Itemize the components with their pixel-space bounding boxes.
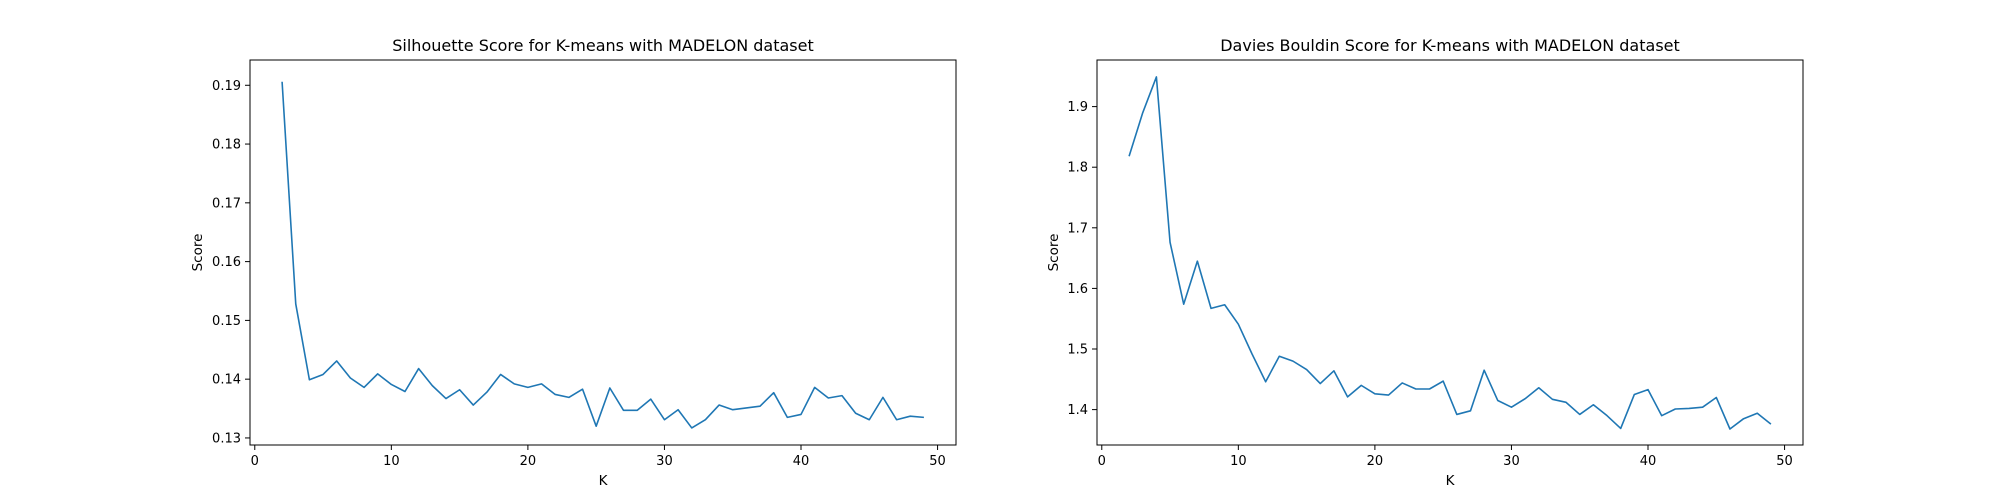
y-tick-label: 0.14: [212, 373, 241, 388]
x-axis-label: K: [599, 473, 609, 489]
x-tick-label: 30: [656, 454, 673, 469]
plot-frame: [1096, 59, 1804, 446]
x-tick-label: 40: [1640, 454, 1657, 469]
y-tick-label: 0.16: [212, 255, 241, 270]
y-tick-label: 0.13: [212, 431, 241, 446]
x-tick-label: 10: [383, 454, 400, 469]
x-tick-label: 20: [520, 454, 537, 469]
y-tick-label: 1.8: [1067, 161, 1088, 176]
y-tick-label: 1.7: [1067, 221, 1088, 236]
davies-bouldin-chart: Davies Bouldin Score for K-means with MA…: [1046, 36, 1804, 489]
x-tick-label: 50: [929, 454, 946, 469]
silhouette-chart: Silhouette Score for K-means with MADELO…: [190, 36, 957, 489]
x-tick-label: 0: [251, 454, 259, 469]
y-tick-label: 1.5: [1067, 343, 1088, 358]
x-tick-label: 50: [1776, 454, 1793, 469]
y-axis-label: Score: [190, 234, 206, 272]
x-axis-label: K: [1446, 473, 1456, 489]
x-tick-label: 20: [1367, 454, 1384, 469]
y-tick-label: 1.9: [1067, 100, 1088, 115]
y-tick-label: 0.17: [212, 196, 241, 211]
series-line: [1128, 76, 1772, 430]
y-tick-label: 1.6: [1067, 282, 1088, 297]
chart-title: Silhouette Score for K-means with MADELO…: [392, 36, 814, 55]
tick-layer: 0 10 20 30 40 50 1.4 1.5 1.6 1.7 1.8 1.9: [1067, 100, 1793, 469]
x-tick-label: 30: [1503, 454, 1520, 469]
x-tick-label: 40: [793, 454, 810, 469]
y-tick-label: 0.15: [212, 314, 241, 329]
y-tick-label: 1.4: [1067, 403, 1088, 418]
y-axis-label: Score: [1046, 234, 1062, 272]
series-layer: [1128, 76, 1772, 430]
y-tick-label: 0.19: [212, 79, 241, 94]
y-tick-label: 0.18: [212, 138, 241, 153]
x-tick-label: 10: [1230, 454, 1247, 469]
tick-layer: 0 10 20 30 40 50 0.13 0.14 0.15 0.16 0.17 0.18 0.19: [212, 79, 946, 469]
series-layer: [281, 81, 924, 429]
plot-frame: [249, 59, 957, 446]
chart-title: Davies Bouldin Score for K-means with MA…: [1220, 36, 1680, 55]
series-line: [281, 81, 924, 429]
x-tick-label: 0: [1098, 454, 1106, 469]
